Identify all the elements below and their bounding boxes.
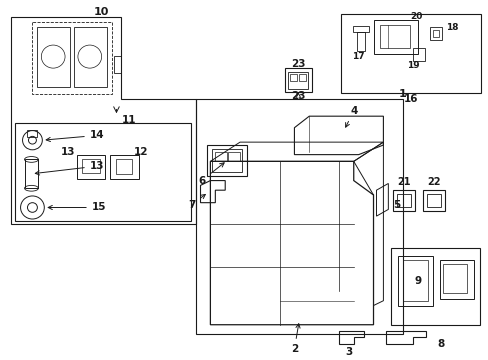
Text: 14: 14 bbox=[46, 130, 104, 141]
Text: 6: 6 bbox=[198, 163, 224, 185]
Bar bbox=[429, 27, 441, 40]
Bar bbox=[442, 264, 467, 293]
Bar bbox=[228, 152, 240, 161]
Text: 19: 19 bbox=[406, 61, 419, 70]
Bar bbox=[402, 260, 427, 301]
Bar bbox=[77, 155, 104, 179]
Bar bbox=[390, 248, 479, 325]
Bar bbox=[422, 190, 444, 211]
Text: 22: 22 bbox=[426, 177, 440, 187]
Text: 16: 16 bbox=[403, 94, 417, 104]
Bar bbox=[397, 256, 432, 306]
Bar bbox=[340, 14, 480, 93]
Text: 8: 8 bbox=[437, 339, 444, 349]
Bar bbox=[392, 190, 414, 211]
Bar bbox=[81, 159, 100, 173]
Bar bbox=[412, 48, 424, 62]
Bar bbox=[24, 159, 38, 188]
Text: 4: 4 bbox=[345, 106, 357, 127]
Bar bbox=[426, 194, 440, 207]
Text: 11: 11 bbox=[122, 115, 136, 125]
Text: 15: 15 bbox=[48, 202, 106, 212]
Text: 18: 18 bbox=[445, 23, 457, 32]
Text: 17: 17 bbox=[352, 52, 364, 61]
Bar bbox=[432, 30, 438, 37]
Text: 21: 21 bbox=[397, 177, 410, 187]
Bar bbox=[396, 194, 410, 207]
Bar bbox=[290, 74, 297, 81]
Bar bbox=[207, 145, 246, 176]
Bar bbox=[284, 68, 311, 92]
Bar bbox=[212, 149, 242, 172]
Text: 23: 23 bbox=[290, 59, 305, 69]
Bar bbox=[356, 32, 364, 51]
Text: 23: 23 bbox=[290, 91, 305, 101]
Bar bbox=[27, 130, 37, 137]
Bar bbox=[113, 56, 121, 73]
Bar bbox=[380, 25, 409, 48]
Bar bbox=[373, 20, 417, 54]
Bar bbox=[288, 72, 307, 89]
Text: 3: 3 bbox=[345, 347, 352, 357]
Text: 9: 9 bbox=[414, 276, 421, 287]
Text: 13: 13 bbox=[61, 147, 75, 157]
Bar bbox=[195, 99, 402, 334]
Bar bbox=[215, 152, 227, 161]
Text: 13: 13 bbox=[35, 161, 104, 175]
Text: 7: 7 bbox=[188, 194, 205, 210]
Text: 1: 1 bbox=[398, 89, 406, 99]
Text: 20: 20 bbox=[409, 12, 421, 21]
Text: 2: 2 bbox=[290, 324, 300, 354]
Text: 10: 10 bbox=[94, 8, 109, 17]
Text: 5: 5 bbox=[392, 199, 400, 210]
Bar bbox=[116, 159, 132, 174]
Text: 12: 12 bbox=[134, 147, 148, 157]
Bar bbox=[109, 155, 139, 179]
Bar bbox=[299, 74, 305, 81]
Bar bbox=[15, 123, 190, 221]
Bar bbox=[439, 260, 473, 299]
